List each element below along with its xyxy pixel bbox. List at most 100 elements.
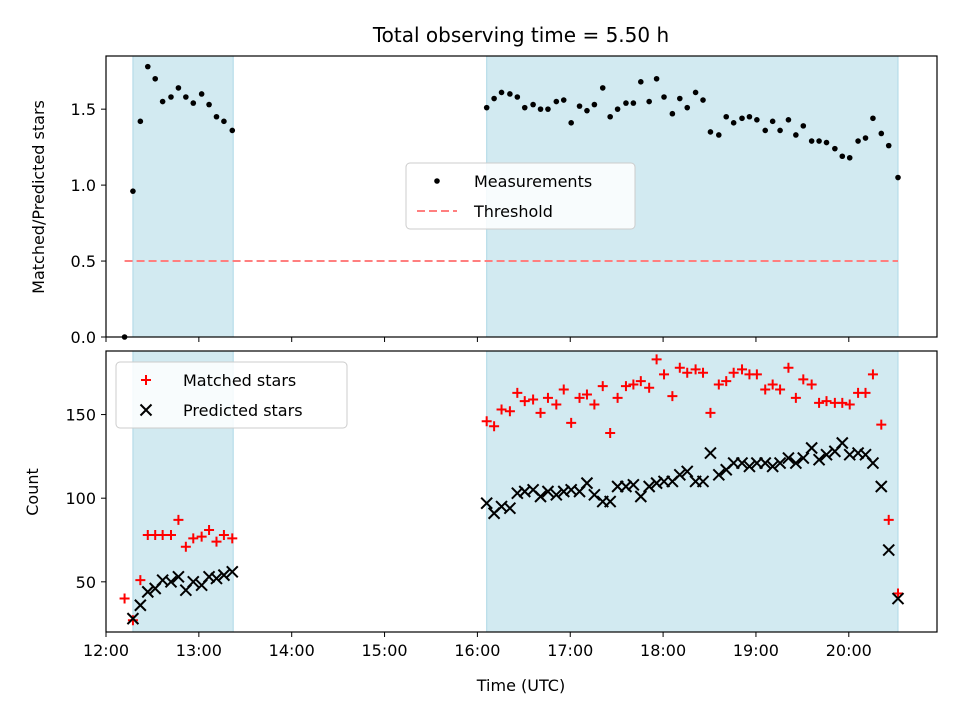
x-tick-label: 16:00 <box>454 641 500 660</box>
matched-star-point <box>893 588 904 599</box>
matched-star-point <box>860 387 871 398</box>
measurement-point <box>130 188 136 194</box>
matched-star-point <box>504 406 515 417</box>
matched-star-point <box>581 389 592 400</box>
predicted-star-point <box>650 476 663 490</box>
predicted-star-point <box>557 485 570 498</box>
matched-star-point <box>659 369 670 380</box>
matched-star-point <box>519 396 530 407</box>
measurement-point <box>777 127 783 134</box>
measurement-point <box>530 101 536 108</box>
measurement-point <box>229 127 236 134</box>
matched-star-point <box>821 396 832 407</box>
measurement-point <box>491 95 497 102</box>
matched-star-point <box>535 407 546 418</box>
predicted-star-point <box>875 480 888 493</box>
legend-measurements-label: Measurements <box>474 172 592 191</box>
measurement-point <box>198 91 205 97</box>
bottom-y-axis-label: Count <box>23 468 42 516</box>
measurement-point <box>630 100 637 106</box>
matched-star-point <box>728 367 739 378</box>
predicted-star-point <box>782 451 795 465</box>
predicted-star-point <box>836 436 849 450</box>
measurement-point <box>885 142 892 149</box>
matched-star-point <box>196 531 207 542</box>
predicted-star-point <box>210 572 223 585</box>
measurement-point <box>723 113 730 120</box>
y-tick-label: 50 <box>76 573 96 592</box>
measurement-point <box>221 118 227 125</box>
legend-threshold-label: Threshold <box>473 202 553 221</box>
predicted-star-point <box>634 490 648 503</box>
matched-star-point <box>566 417 577 428</box>
matched-star-point <box>737 364 748 375</box>
predicted-star-point <box>534 490 547 503</box>
predicted-star-point <box>217 568 231 582</box>
x-tick-label: 12:00 <box>83 641 129 660</box>
matched-star-point <box>542 392 553 403</box>
predicted-star-point <box>202 570 216 584</box>
measurement-point <box>785 116 792 123</box>
measurement-point <box>137 118 144 125</box>
legend-measurements-marker <box>434 178 440 184</box>
matched-star-point <box>218 529 229 540</box>
measurement-point <box>560 97 567 103</box>
measurement-point <box>862 135 869 141</box>
predicted-star-point <box>820 448 833 461</box>
matched-star-point <box>876 419 887 430</box>
bottom-panel: 12:00 13:00 14:00 15:00 16:00 17:00 18:00 19:00… <box>65 350 938 660</box>
matched-star-point <box>597 381 608 392</box>
measurement-point <box>653 75 660 82</box>
measurement-point <box>669 110 676 117</box>
measurement-point <box>855 138 861 144</box>
x-tick-label: 13:00 <box>176 641 222 660</box>
predicted-star-point <box>712 468 726 481</box>
predicted-star-point <box>773 456 787 470</box>
predicted-star-point <box>642 480 656 493</box>
matched-star-point <box>837 397 848 408</box>
predicted-star-point <box>603 495 617 508</box>
measurement-point <box>623 100 629 106</box>
matched-star-point <box>119 593 130 604</box>
matched-star-point <box>605 427 616 438</box>
matched-star-point <box>644 382 655 393</box>
measurement-point <box>537 106 544 112</box>
predicted-star-point <box>882 543 895 557</box>
legend-box <box>115 361 348 429</box>
legend-predicted-marker <box>139 403 153 417</box>
measurement-point <box>638 79 644 85</box>
y-tick-label: 100 <box>65 489 96 508</box>
predicted-star-point <box>891 592 905 605</box>
matched-star-point <box>690 364 701 375</box>
measurement-point <box>576 103 583 109</box>
measurement-point <box>769 118 776 125</box>
y-tick-label: 0.5 <box>71 252 96 271</box>
measurement-point <box>168 94 174 100</box>
matched-star-point <box>496 404 507 415</box>
matched-star-point <box>204 524 215 535</box>
measurement-point <box>614 106 621 112</box>
matched-star-point <box>705 407 716 418</box>
matched-star-point <box>528 394 539 405</box>
predicted-star-point <box>673 468 687 481</box>
measurement-point <box>692 89 699 96</box>
predicted-star-point <box>134 599 147 612</box>
measurement-point <box>716 132 722 138</box>
measurement-point <box>483 104 490 111</box>
matched-star-point <box>651 354 662 365</box>
measurement-point <box>870 115 876 122</box>
measurement-point <box>707 129 714 135</box>
bottom-legend: Matched stars Predicted stars <box>115 361 348 429</box>
matched-star-point <box>698 367 709 378</box>
measurement-point <box>514 94 521 100</box>
predicted-star-point <box>550 488 563 502</box>
matched-star-point <box>667 391 678 402</box>
matched-star-point <box>767 379 778 390</box>
measurement-point <box>545 106 551 112</box>
measurement-point <box>762 127 769 134</box>
legend-matched-marker <box>141 375 151 385</box>
matched-star-point <box>489 421 500 432</box>
top-panel: 0.0 0.5 1.0 1.5 Measurements Threshold <box>71 55 938 347</box>
predicted-star-point <box>627 478 640 492</box>
matched-star-point <box>188 533 199 544</box>
